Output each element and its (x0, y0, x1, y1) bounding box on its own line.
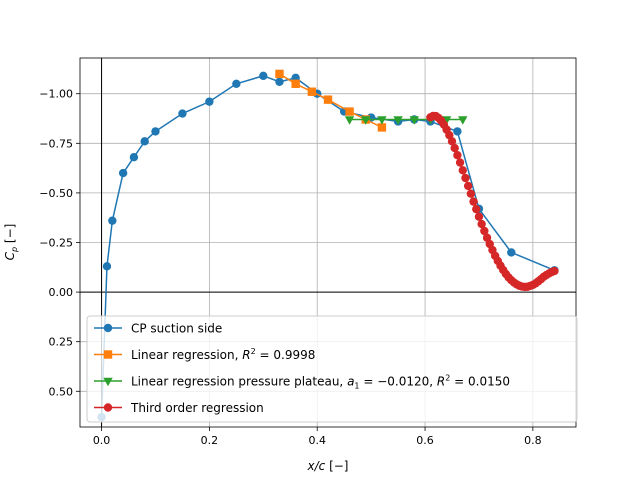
data-point (307, 87, 317, 96)
data-point (118, 168, 128, 178)
data-point (466, 189, 476, 198)
data-point (461, 173, 470, 183)
legend-label: Linear regression pressure plateau, a1​ … (131, 374, 510, 391)
legend-marker (103, 377, 113, 387)
x-tick-label: 0.2 (201, 434, 219, 447)
data-point (453, 127, 462, 136)
data-point (447, 137, 457, 146)
data-point (232, 79, 241, 88)
data-point (291, 79, 300, 88)
data-point (205, 97, 214, 106)
x-tick-label: 0.8 (524, 434, 542, 447)
data-point (344, 116, 355, 125)
legend-entry-2: Linear regression, R2​ = 0.9998 (94, 347, 315, 362)
data-point (275, 69, 284, 79)
data-point (458, 166, 467, 175)
data-point (275, 77, 284, 87)
legend: CP suction side Linear regression, R2​ = … (86, 315, 578, 423)
data-point (477, 219, 486, 229)
x-tick-label: 0.6 (416, 434, 434, 447)
legend-box (86, 315, 578, 423)
data-point (450, 143, 459, 153)
data-point (472, 204, 481, 214)
data-point (140, 137, 149, 146)
data-point (323, 95, 333, 104)
data-point (102, 262, 112, 271)
legend-label: Third order regression (130, 401, 264, 415)
data-point (480, 226, 489, 236)
data-point (178, 109, 187, 118)
x-tick-label: 0.0 (93, 434, 111, 447)
y-tick-label: −0.75 (39, 137, 73, 150)
data-point (453, 151, 462, 160)
data-point (474, 212, 484, 221)
data-point (455, 158, 465, 167)
x-axis-label: x/c [−] (307, 459, 349, 473)
data-point (151, 127, 160, 136)
legend-label: CP suction side (131, 322, 222, 336)
data-point (108, 216, 117, 225)
y-tick-label: −0.50 (39, 187, 73, 200)
data-point (482, 233, 492, 242)
data-point (463, 181, 473, 191)
legend-entry-1: CP suction side (94, 322, 222, 336)
data-point (259, 71, 268, 81)
y-tick-label: −1.00 (39, 88, 73, 101)
data-point (377, 123, 387, 132)
legend-entry-4: Third order regression (94, 401, 264, 415)
data-point (361, 116, 371, 125)
y-tick-label: 0.50 (49, 385, 74, 398)
y-tick-label: 0.25 (49, 336, 74, 349)
ticks: 0.0 0.2 0.4 0.6 0.8 −1.00 −0.75 −0.50 −0.25 0.00 0… (39, 88, 541, 447)
data-point (345, 107, 354, 116)
y-axis-label: Cp [−] (3, 224, 19, 261)
data-point (129, 152, 139, 162)
x-tick-label: 0.4 (308, 434, 326, 447)
data-point (393, 116, 403, 125)
data-point (550, 266, 559, 276)
data-point (377, 116, 387, 125)
y-tick-label: −0.25 (39, 237, 73, 250)
legend-entry-3: Linear regression pressure plateau, a1​ … (94, 374, 510, 391)
data-point (469, 197, 478, 206)
data-point (409, 116, 419, 125)
series-4 (426, 111, 559, 292)
series-layer (97, 69, 559, 422)
legend-marker (103, 350, 113, 359)
legend-marker (103, 403, 113, 412)
data-point (458, 116, 468, 125)
legend-marker (103, 323, 113, 333)
y-tick-label: 0.00 (49, 286, 74, 299)
legend-label: Linear regression, R2​ = 0.9998 (131, 347, 315, 362)
data-point (507, 248, 516, 257)
